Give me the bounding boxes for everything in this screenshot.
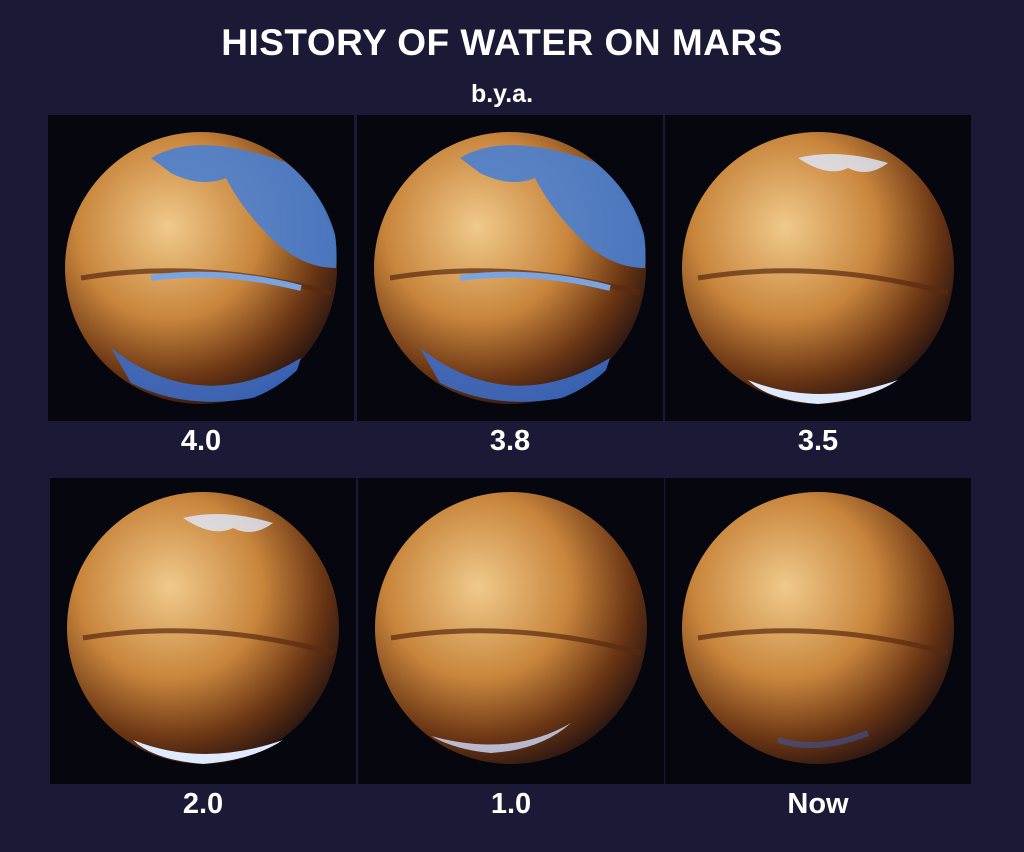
mars-panel [50,478,356,784]
mars-panel [358,478,664,784]
mars-globe-icon [67,492,339,764]
mars-globe-icon [682,492,954,764]
mars-globe-icon [374,132,646,404]
mars-panel [357,115,663,421]
time-label: 1.0 [490,788,532,820]
time-label: 3.8 [489,425,531,457]
time-label: 4.0 [180,425,222,457]
mars-panel [48,115,354,421]
subtitle: b.y.a. [470,80,534,108]
mars-panel [665,115,971,421]
mars-globe-icon [682,132,954,404]
time-label: 2.0 [182,788,224,820]
mars-panel [665,478,971,784]
time-label: 3.5 [797,425,839,457]
mars-globe-icon [65,132,337,404]
page-title: HISTORY OF WATER ON MARS [221,22,783,63]
time-label: Now [787,788,849,820]
mars-globe-icon [375,492,647,764]
